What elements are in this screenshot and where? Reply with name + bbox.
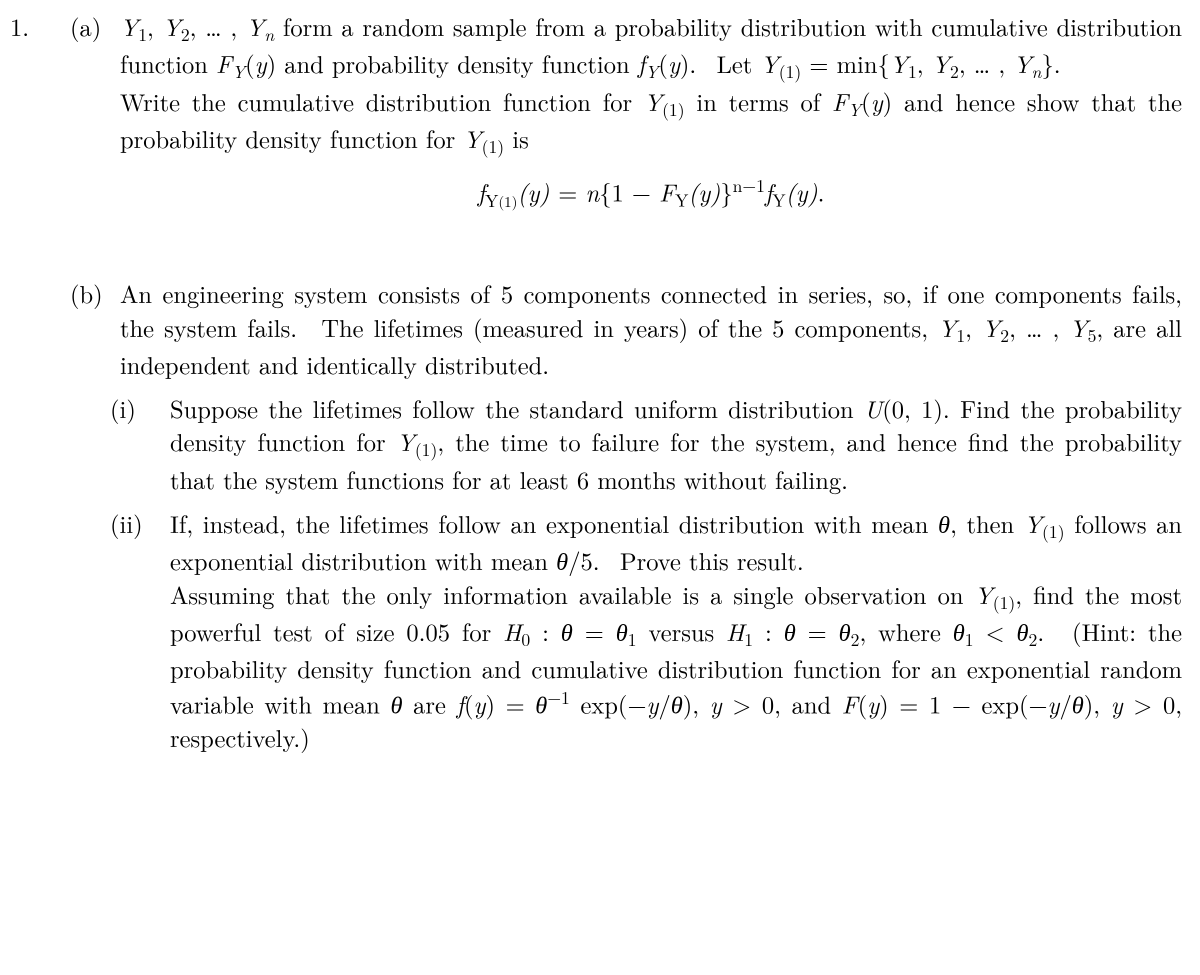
question-number: 1.: [10, 10, 66, 44]
part-a-p1: Y1, Y2, … , Yn form a random sample from…: [120, 10, 1182, 85]
part-b-i-p: Suppose the lifetimes follow the standar…: [170, 392, 1182, 497]
part-b-i-roman: (i): [110, 392, 170, 426]
part-b-body: An engineering system consists of 5 comp…: [120, 277, 1182, 755]
part-b-ii-row: (ii) If, instead, the lifetimes follow a…: [70, 507, 1182, 756]
part-a-equation: fY(1)(y) = n{1 − FY(y)}n−1fY(y).: [120, 173, 1182, 213]
part-a-row: 1. (a) Y1, Y2, … , Yn form a random samp…: [10, 10, 1182, 221]
part-a-p2: Write the cumulative distribution functi…: [120, 85, 1182, 160]
part-b-letter: (b): [66, 277, 120, 311]
spacer: [120, 497, 1182, 507]
spacer: [10, 221, 1182, 277]
part-b-row: (b) An engineering system consists of 5 …: [10, 277, 1182, 755]
part-b-i-body: Suppose the lifetimes follow the standar…: [170, 392, 1182, 497]
part-b-ii-body: If, instead, the lifetimes follow an exp…: [170, 507, 1182, 756]
exam-page: 1. (a) Y1, Y2, … , Yn form a random samp…: [0, 0, 1200, 765]
part-a-body: Y1, Y2, … , Yn form a random sample from…: [120, 10, 1182, 221]
part-a-letter: (a): [66, 10, 120, 44]
part-b-ii-roman: (ii): [110, 507, 170, 541]
part-b-ii-p2: Assuming that the only information avail…: [170, 578, 1182, 756]
part-b-i-row: (i) Suppose the lifetimes follow the sta…: [70, 392, 1182, 497]
part-b-ii-p1: If, instead, the lifetimes follow an exp…: [170, 507, 1182, 578]
part-b-p1: An engineering system consists of 5 comp…: [120, 277, 1182, 382]
